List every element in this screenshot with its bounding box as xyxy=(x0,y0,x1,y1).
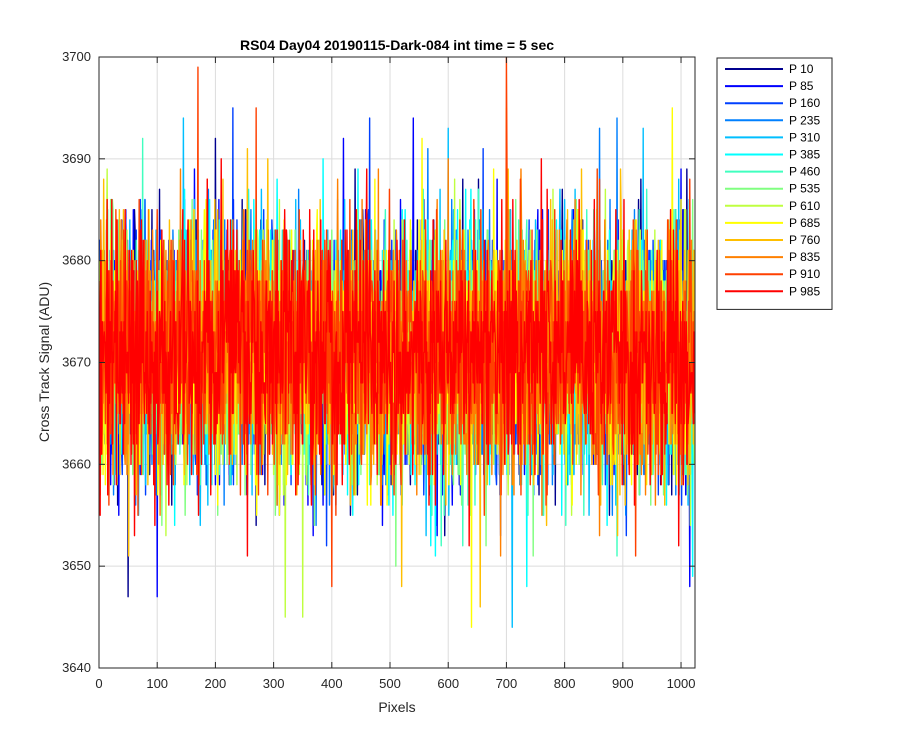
legend-entry-label: P 460 xyxy=(789,165,820,179)
legend-entry-label: P 835 xyxy=(789,250,820,264)
y-tick-label: 3650 xyxy=(62,558,91,573)
legend-entry-label: P 910 xyxy=(789,267,820,281)
x-tick-label: 400 xyxy=(321,676,343,691)
x-tick-label: 1000 xyxy=(667,676,696,691)
x-tick-label: 900 xyxy=(612,676,634,691)
y-tick-label: 3670 xyxy=(62,355,91,370)
legend: P 10 P 85 P 160 P 235 P 310 P 385 P 460 P 535 P … xyxy=(716,57,833,310)
legend-box xyxy=(716,57,833,310)
legend-entry-label: P 385 xyxy=(789,148,820,162)
legend-entry-label: P 685 xyxy=(789,216,820,230)
x-tick-label: 0 xyxy=(95,676,102,691)
legend-entry-label: P 85 xyxy=(789,79,814,93)
x-tick-label: 500 xyxy=(379,676,401,691)
legend-entry-label: P 310 xyxy=(789,130,820,144)
series-lines xyxy=(99,57,695,628)
y-tick-label: 3690 xyxy=(62,151,91,166)
y-tick-label: 3700 xyxy=(62,49,91,64)
x-tick-label: 300 xyxy=(263,676,285,691)
x-tick-label: 700 xyxy=(496,676,518,691)
legend-entry-label: P 10 xyxy=(789,62,814,76)
series-line-p-985 xyxy=(99,158,695,557)
legend-entry-label: P 985 xyxy=(789,284,820,298)
y-tick-label: 3680 xyxy=(62,253,91,268)
y-tick-label: 3640 xyxy=(62,660,91,675)
legend-entry-label: P 610 xyxy=(789,199,820,213)
axis-ticks: 0 100 200 300 400 500 600 700 800 900 1000 3640 3650… xyxy=(62,49,695,691)
y-axis-label: Cross Track Signal (ADU) xyxy=(36,282,52,442)
chart-title: RS04 Day04 20190115-Dark-084 int time = … xyxy=(240,37,554,53)
x-tick-label: 100 xyxy=(146,676,168,691)
legend-entry-label: P 535 xyxy=(789,182,820,196)
y-tick-label: 3660 xyxy=(62,456,91,471)
x-tick-label: 800 xyxy=(554,676,576,691)
x-axis-label: Pixels xyxy=(378,699,415,715)
x-tick-label: 200 xyxy=(205,676,227,691)
legend-entry-label: P 760 xyxy=(789,233,820,247)
legend-entry-label: P 160 xyxy=(789,96,820,110)
legend-entry-label: P 235 xyxy=(789,113,820,127)
x-tick-label: 600 xyxy=(437,676,459,691)
